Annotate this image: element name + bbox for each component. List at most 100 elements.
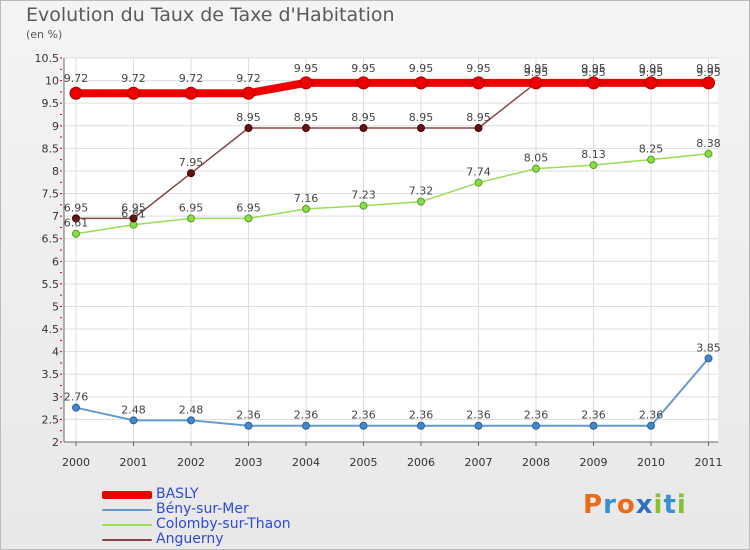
data-point-beny-sur-mer bbox=[474, 421, 483, 430]
data-point-beny-sur-mer bbox=[359, 421, 368, 430]
data-point-basly bbox=[702, 76, 715, 90]
legend-label-anguerny: Anguerny bbox=[156, 531, 224, 547]
data-label-colomby-sur-thaon: 7.32 bbox=[409, 185, 434, 198]
logo-letter: x bbox=[635, 490, 654, 520]
x-tick-label: 2003 bbox=[235, 456, 263, 469]
data-point-colomby-sur-thaon bbox=[589, 161, 598, 170]
y-tick-label: 7.5 bbox=[42, 188, 60, 201]
data-label-anguerny: 9.95 bbox=[639, 66, 664, 79]
data-label-beny-sur-mer: 2.36 bbox=[409, 409, 434, 422]
chart-title: Evolution du Taux de Taxe d'Habitation bbox=[26, 4, 395, 26]
data-label-beny-sur-mer: 2.36 bbox=[524, 409, 549, 422]
data-label-colomby-sur-thaon: 8.25 bbox=[639, 143, 664, 156]
y-tick-label: 9.5 bbox=[42, 97, 60, 110]
data-label-basly: 9.72 bbox=[121, 72, 146, 85]
y-tick-label: 2.5 bbox=[42, 413, 60, 426]
chart-subtitle: (en %) bbox=[26, 28, 63, 41]
data-point-beny-sur-mer bbox=[589, 421, 598, 430]
legend-label-colomby-sur-thaon: Colomby-sur-Thaon bbox=[156, 516, 291, 532]
x-tick-label: 2001 bbox=[120, 456, 148, 469]
y-tick-label: 4 bbox=[52, 346, 59, 359]
axes: 2 2.5 3 3.5 4 4.5 5 5.5 6 6.5 7 7.5 8 8.5 9 9.5 10 10.5 20… bbox=[35, 52, 723, 469]
data-point-basly bbox=[357, 76, 370, 90]
data-point-basly bbox=[414, 76, 428, 90]
data-label-colomby-sur-thaon: 8.05 bbox=[524, 152, 549, 165]
data-point-beny-sur-mer bbox=[72, 403, 80, 412]
x-tick-label: 2010 bbox=[637, 456, 665, 469]
data-point-beny-sur-mer bbox=[302, 421, 310, 430]
data-point-beny-sur-mer bbox=[187, 416, 195, 425]
data-label-anguerny: 8.95 bbox=[351, 111, 376, 124]
series-line-colomby-sur-thaon bbox=[75, 153, 709, 235]
proxiti-logo: Proxiti bbox=[583, 490, 687, 520]
y-tick-label: 6.5 bbox=[42, 233, 60, 246]
data-label-anguerny: 9.95 bbox=[581, 66, 606, 79]
data-point-anguerny bbox=[244, 124, 253, 133]
plot-background bbox=[64, 58, 718, 442]
data-point-beny-sur-mer bbox=[647, 421, 655, 430]
legend-item-colomby-sur-thaon: Colomby-sur-Thaon bbox=[102, 516, 322, 532]
data-label-colomby-sur-thaon: 8.38 bbox=[696, 137, 721, 150]
data-point-anguerny bbox=[72, 214, 80, 223]
data-label-colomby-sur-thaon: 6.95 bbox=[236, 201, 261, 214]
data-label-colomby-sur-thaon: 6.61 bbox=[64, 217, 89, 230]
y-tick-label: 3.5 bbox=[42, 368, 60, 381]
data-label-basly: 9.72 bbox=[64, 72, 89, 85]
data-point-colomby-sur-thaon bbox=[72, 229, 80, 238]
data-point-basly bbox=[127, 86, 140, 100]
data-point-beny-sur-mer bbox=[417, 421, 425, 430]
data-label-basly: 9.95 bbox=[351, 62, 376, 75]
data-point-colomby-sur-thaon bbox=[359, 201, 368, 210]
data-label-beny-sur-mer: 2.36 bbox=[236, 409, 261, 422]
legend-swatch-basly bbox=[102, 491, 152, 499]
data-label-anguerny: 8.95 bbox=[236, 111, 261, 124]
series-line-basly bbox=[76, 78, 709, 98]
logo-letter: i bbox=[653, 490, 664, 520]
data-label-anguerny: 9.95 bbox=[524, 66, 549, 79]
data-label-anguerny: 6.95 bbox=[121, 201, 146, 214]
data-label-anguerny: 6.95 bbox=[64, 201, 89, 214]
data-point-colomby-sur-thaon bbox=[532, 164, 540, 173]
logo-letter: t bbox=[663, 490, 677, 520]
data-point-colomby-sur-thaon bbox=[474, 178, 483, 187]
data-point-anguerny bbox=[302, 124, 310, 133]
data-point-basly bbox=[472, 76, 485, 90]
data-labels: 2.76 2.48 2.48 2.36 2.36 2.36 2.36 2.36 2.36 2.36… bbox=[64, 62, 721, 422]
data-label-colomby-sur-thaon: 6.95 bbox=[179, 201, 204, 214]
logo-letter: P bbox=[583, 490, 604, 520]
data-label-basly: 9.95 bbox=[639, 62, 664, 75]
data-label-basly: 9.95 bbox=[696, 62, 721, 75]
legend-item-beny-sur-mer: Bény-sur-Mer bbox=[102, 501, 322, 517]
data-point-anguerny bbox=[474, 124, 483, 133]
data-label-beny-sur-mer: 2.76 bbox=[64, 391, 89, 404]
x-tick-label: 2006 bbox=[407, 456, 435, 469]
x-tick-label: 2008 bbox=[522, 456, 550, 469]
data-point-colomby-sur-thaon bbox=[704, 149, 713, 158]
data-label-anguerny: 7.95 bbox=[179, 156, 204, 169]
data-point-anguerny bbox=[359, 124, 368, 133]
logo-letter: o bbox=[616, 490, 636, 520]
y-tick-label: 8.5 bbox=[42, 142, 60, 155]
y-tick-label: 5.5 bbox=[42, 278, 60, 291]
y-tick-label: 10.5 bbox=[35, 52, 60, 65]
data-point-beny-sur-mer bbox=[532, 421, 540, 430]
data-point-colomby-sur-thaon bbox=[647, 155, 655, 164]
legend-item-anguerny: Anguerny bbox=[102, 531, 322, 547]
data-label-basly: 9.95 bbox=[581, 62, 606, 75]
y-tick-label: 9 bbox=[52, 120, 59, 133]
y-tick-label: 4.5 bbox=[42, 323, 60, 336]
data-label-beny-sur-mer: 3.85 bbox=[696, 341, 721, 354]
data-point-anguerny bbox=[129, 214, 138, 223]
logo-letter: i bbox=[676, 490, 687, 520]
data-label-beny-sur-mer: 2.36 bbox=[294, 409, 319, 422]
x-tick-label: 2007 bbox=[465, 456, 493, 469]
data-label-beny-sur-mer: 2.48 bbox=[121, 403, 146, 416]
data-point-colomby-sur-thaon bbox=[244, 214, 253, 223]
x-tick-label: 2000 bbox=[62, 456, 90, 469]
data-label-colomby-sur-thaon: 7.74 bbox=[466, 166, 491, 179]
plot-area bbox=[64, 58, 718, 442]
data-label-beny-sur-mer: 2.36 bbox=[581, 409, 606, 422]
data-point-basly bbox=[644, 76, 658, 90]
legend-swatch-beny-sur-mer bbox=[102, 509, 152, 511]
